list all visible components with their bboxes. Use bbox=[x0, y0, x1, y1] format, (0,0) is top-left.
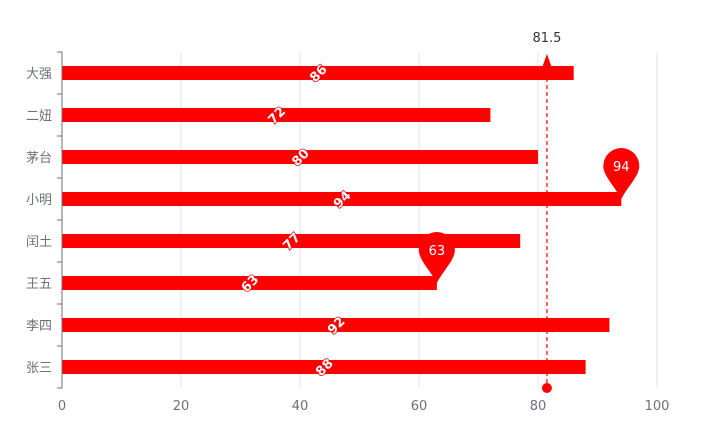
bar-value-label-小明: 94 bbox=[331, 188, 354, 211]
bar-茅台 bbox=[62, 150, 538, 164]
category-label-李四: 李四 bbox=[26, 319, 52, 334]
category-label-王五: 王五 bbox=[26, 277, 52, 292]
map-pin-icon bbox=[418, 232, 455, 283]
x-tick-label: 80 bbox=[530, 399, 547, 414]
average-mark-line: 81.5 bbox=[532, 31, 561, 393]
bar-value-label-张三: 88 bbox=[313, 356, 336, 379]
bar-value-label-二妞: 72 bbox=[266, 104, 289, 127]
x-tick-label: 0 bbox=[58, 399, 66, 414]
x-tick-labels: 0 20 40 60 80 100 bbox=[58, 399, 670, 414]
bar-value-label-李四: 92 bbox=[325, 314, 348, 337]
bar-二妞 bbox=[62, 108, 491, 122]
mark-points: 94 63 bbox=[418, 148, 640, 283]
mark-line-arrow-icon bbox=[541, 54, 552, 68]
mark-line-label: 81.5 bbox=[532, 31, 561, 46]
bar-王五 bbox=[62, 276, 437, 290]
mark-point-label: 94 bbox=[613, 160, 630, 175]
bar-小明 bbox=[62, 192, 622, 206]
x-tick-label: 20 bbox=[173, 399, 190, 414]
bar-闰土 bbox=[62, 234, 521, 248]
bar-value-label-茅台: 80 bbox=[289, 146, 312, 169]
map-pin-icon bbox=[603, 148, 640, 199]
category-label-二妞: 二妞 bbox=[26, 109, 52, 124]
x-tick-label: 40 bbox=[292, 399, 309, 414]
bar-大强 bbox=[62, 66, 574, 80]
category-label-张三: 张三 bbox=[26, 361, 52, 376]
category-label-小明: 小明 bbox=[26, 193, 52, 208]
bar-value-label-王五: 63 bbox=[239, 272, 262, 295]
bar-李四 bbox=[62, 318, 610, 332]
bar-value-label-大强: 86 bbox=[307, 62, 330, 85]
mark-point-label: 63 bbox=[429, 244, 446, 259]
axes bbox=[57, 51, 63, 389]
category-label-大强: 大强 bbox=[26, 67, 52, 82]
category-label-闰土: 闰土 bbox=[26, 235, 52, 250]
bars bbox=[62, 66, 622, 374]
x-tick-label: 100 bbox=[645, 399, 670, 414]
mark-line-start-dot bbox=[541, 383, 552, 393]
x-tick-label: 60 bbox=[411, 399, 428, 414]
bar-张三 bbox=[62, 360, 586, 374]
category-label-茅台: 茅台 bbox=[26, 151, 52, 166]
grid-lines bbox=[180, 52, 658, 388]
